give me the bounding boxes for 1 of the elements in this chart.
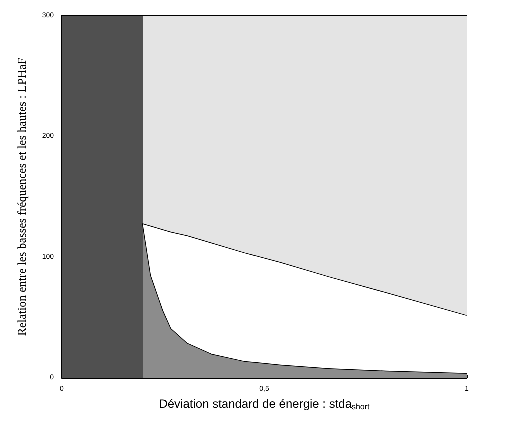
y-axis-title: Relation entre les basses fréquences et les hautes : LPHaF [15, 58, 29, 336]
